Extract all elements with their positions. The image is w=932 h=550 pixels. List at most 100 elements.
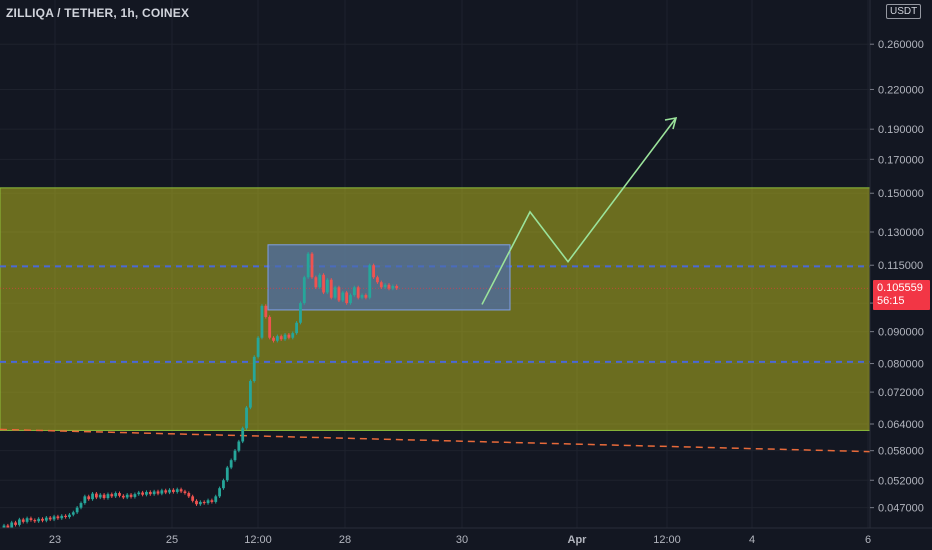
candle (25, 518, 29, 522)
candle (118, 493, 121, 496)
candle (152, 491, 156, 495)
candle (98, 494, 102, 498)
candle (345, 292, 349, 304)
candle (44, 517, 48, 521)
candle (368, 265, 372, 298)
candle (329, 279, 333, 298)
candle (156, 491, 160, 494)
candle (195, 500, 198, 505)
x-tick-label: Apr (568, 534, 588, 546)
candle (310, 253, 314, 278)
candle (110, 494, 114, 497)
candle (237, 441, 241, 451)
candle (229, 460, 233, 468)
x-tick-label: 4 (749, 534, 755, 546)
candle (6, 525, 10, 528)
candle (275, 336, 279, 341)
projection-path (481, 117, 677, 305)
candle (333, 287, 337, 298)
candle (21, 519, 25, 522)
candle (372, 265, 375, 278)
candle (56, 516, 60, 519)
candle (264, 305, 268, 317)
y-tick-label: 0.220000 (878, 84, 924, 96)
candle (383, 284, 387, 288)
last-price-tag: 0.105559 56:15 (873, 280, 930, 311)
candle (14, 522, 17, 525)
candle (364, 295, 368, 298)
candle (175, 489, 179, 492)
candle (102, 494, 106, 499)
candle (387, 284, 391, 289)
candle (129, 494, 133, 497)
x-tick-label: 25 (166, 534, 178, 546)
projection-arrowhead (664, 116, 678, 130)
candle (160, 490, 164, 494)
candle (314, 277, 318, 288)
y-tick-label: 0.072000 (878, 387, 924, 399)
candle (299, 303, 302, 323)
candle (206, 500, 210, 504)
y-tick-label: 0.260000 (878, 39, 924, 51)
x-tick-label: 12:00 (244, 534, 272, 546)
candle (183, 491, 187, 494)
candle (210, 500, 214, 502)
candle (395, 286, 399, 289)
x-tick-label: 6 (865, 534, 871, 546)
y-tick-label: 0.080000 (878, 359, 924, 371)
y-tick-label: 0.058000 (878, 446, 924, 458)
candle (291, 333, 295, 338)
candle (202, 501, 206, 504)
candle (168, 489, 171, 493)
candle (318, 274, 322, 288)
candle (218, 488, 221, 497)
candle (60, 515, 64, 519)
x-tick-label: 28 (339, 534, 351, 546)
candle (133, 494, 137, 497)
currency-badge[interactable]: USDT (886, 4, 922, 19)
candle (75, 507, 79, 513)
candle (41, 518, 44, 521)
candle (125, 494, 129, 498)
candle (225, 467, 229, 481)
candle (64, 515, 67, 518)
candle (268, 316, 272, 338)
candle (287, 334, 291, 338)
candle (87, 496, 91, 500)
candle (252, 356, 256, 382)
candle (114, 493, 118, 497)
time-axis (0, 528, 932, 550)
price-axis (870, 0, 932, 550)
candle (326, 279, 329, 293)
candle (106, 494, 110, 499)
candle (18, 519, 21, 525)
candle (164, 490, 168, 493)
candle (391, 286, 395, 289)
candle (376, 277, 379, 283)
y-tick-label: 0.115000 (878, 260, 923, 272)
candle (356, 287, 360, 298)
candle (68, 514, 71, 518)
candle (360, 295, 364, 298)
candle (241, 428, 245, 442)
trendline (0, 428, 871, 453)
candle (79, 503, 83, 508)
candle (187, 493, 191, 497)
candle (306, 253, 310, 278)
bar-countdown: 56:15 (877, 295, 905, 308)
candle (141, 492, 144, 495)
candle (295, 322, 298, 334)
candle (302, 277, 306, 304)
y-tick-label: 0.064000 (878, 419, 924, 431)
candle (214, 496, 218, 502)
candle (137, 492, 141, 495)
chart-title: ZILLIQA / TETHER, 1h, COINEX (6, 6, 190, 20)
candle (48, 517, 52, 520)
candles (2, 252, 399, 534)
candle (279, 336, 283, 340)
last-price-value: 0.105559 (877, 282, 923, 295)
candle (179, 489, 183, 492)
candle (245, 407, 248, 429)
candle (337, 287, 341, 301)
